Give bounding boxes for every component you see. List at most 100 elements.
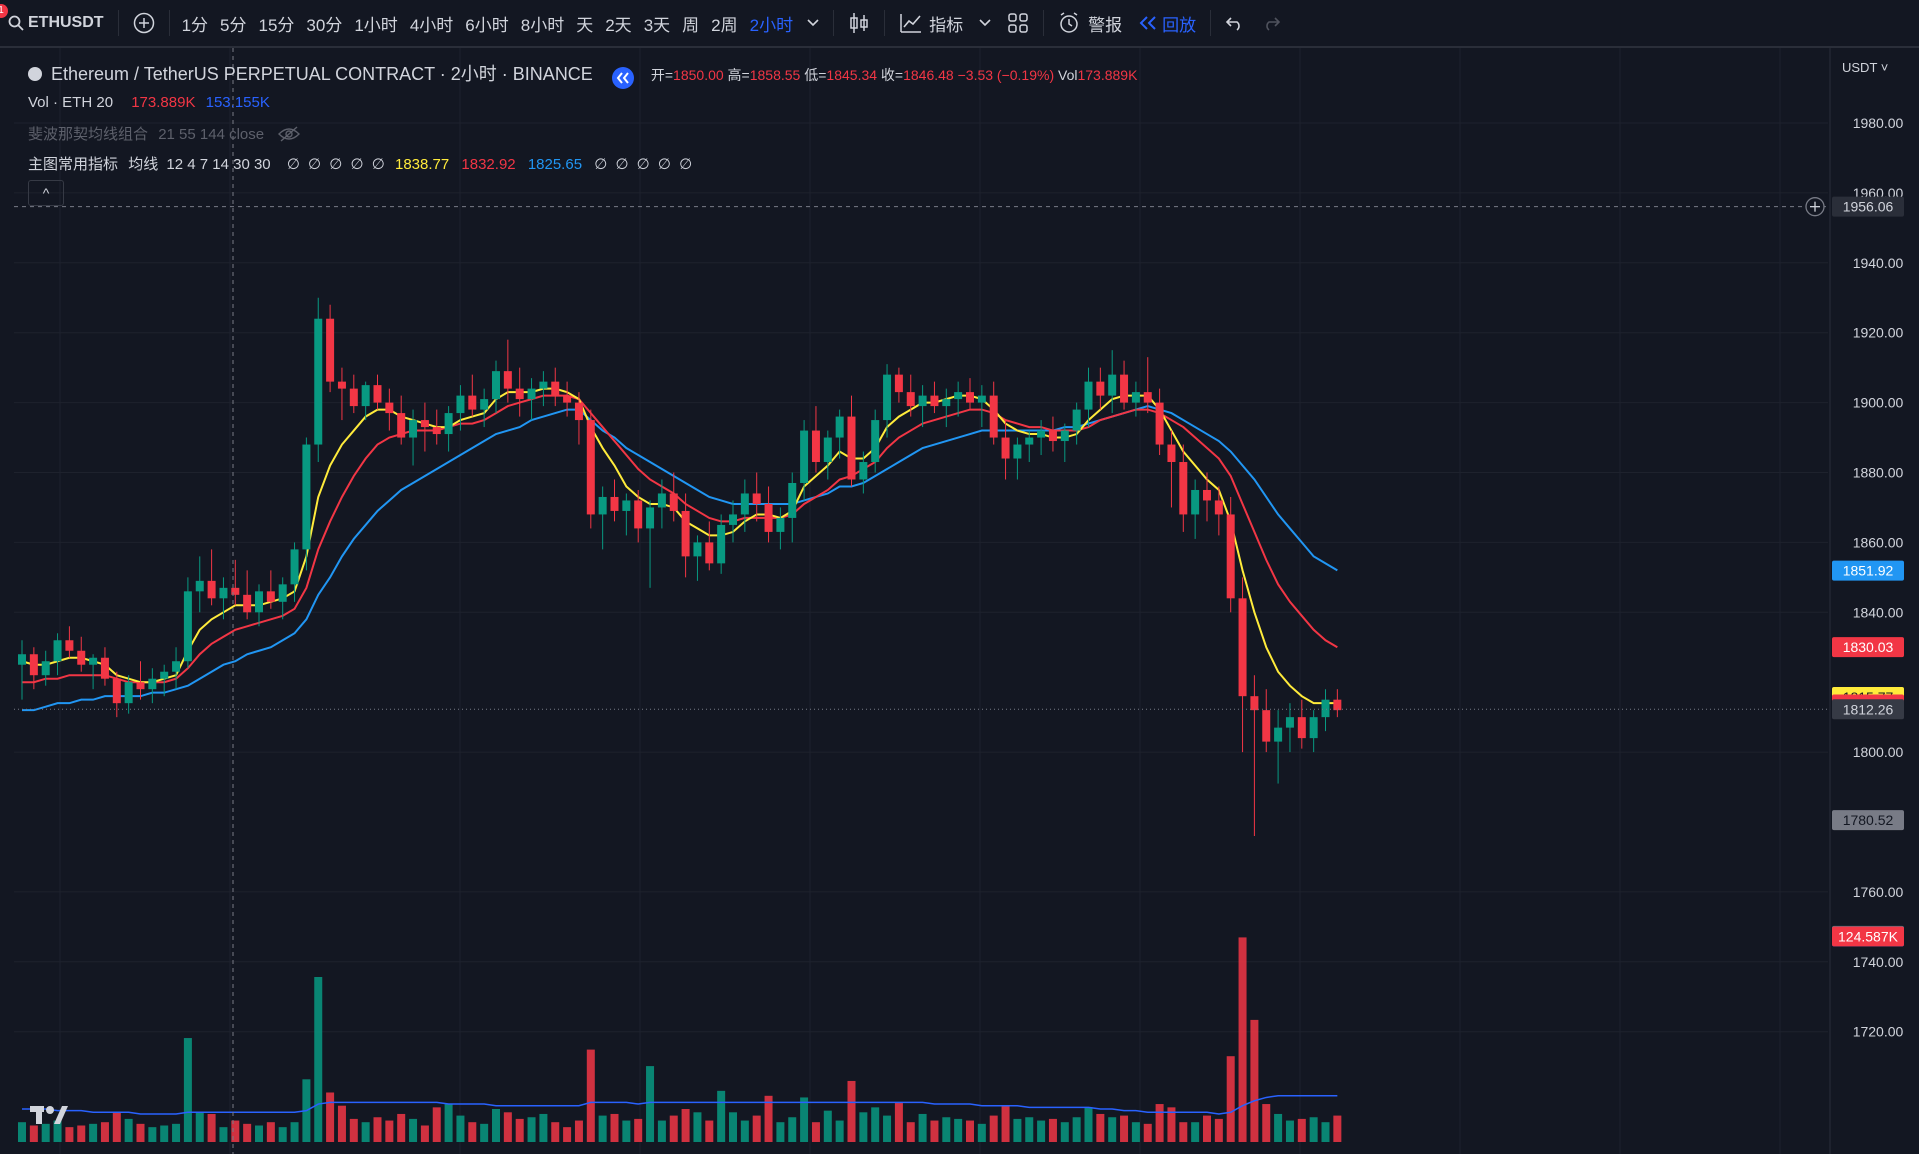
interval-1w[interactable]: 周 (682, 15, 700, 35)
volume-bar (859, 1112, 868, 1142)
candle (1131, 381, 1140, 417)
volume-bar (266, 1122, 275, 1142)
candle (266, 570, 275, 609)
candle-body (1321, 699, 1330, 718)
replay-button[interactable]: 回放 (1130, 0, 1204, 46)
volume-bar (574, 1120, 583, 1142)
candle-body (823, 437, 832, 463)
price-axis-background (1831, 48, 1919, 1154)
interval-30m[interactable]: 30分 (306, 15, 343, 35)
candle-body (610, 496, 619, 511)
interval-dropdown[interactable] (799, 0, 827, 46)
vol-value: 173.889K (1077, 67, 1138, 83)
candle (1167, 430, 1176, 508)
price-tick-label: 1940.00 (1853, 255, 1904, 271)
price-tick-label: 1860.00 (1853, 534, 1904, 550)
candle (41, 650, 50, 686)
currency-selector[interactable]: USDT ˅ (1842, 60, 1889, 75)
volume-bar (172, 1123, 181, 1142)
candle-body (1120, 374, 1129, 403)
candle-body (148, 678, 157, 690)
high-label: 高 (727, 67, 742, 83)
ma-mid-line (22, 394, 1338, 684)
candle (503, 339, 512, 403)
candle-body (883, 374, 892, 421)
ma-empty-values-a: ∅ ∅ ∅ ∅ ∅ (286, 156, 387, 173)
candle-body (1025, 437, 1034, 445)
symbol-search-button[interactable]: ETHUSDT (0, 0, 112, 46)
candle (243, 570, 252, 620)
layout-button[interactable] (999, 0, 1037, 46)
candle-body (788, 482, 797, 518)
notification-badge[interactable]: 1 (0, 4, 8, 18)
price-chart[interactable]: 1980.001960.001940.001920.001900.001880.… (0, 48, 1919, 1154)
volume-bar (41, 1123, 50, 1142)
interval-1h[interactable]: 1小时 (354, 15, 398, 35)
candle-body (598, 496, 607, 515)
indicators-dropdown[interactable] (971, 0, 999, 46)
interval-6h[interactable]: 6小时 (465, 15, 509, 35)
candle (823, 430, 832, 480)
volume-bar (100, 1122, 109, 1142)
alerts-button[interactable]: 警报 (1050, 0, 1130, 46)
volume-bar (1274, 1113, 1283, 1142)
fib-ma-legend-row[interactable]: 斐波那契均线组合 21 55 144 close (28, 123, 301, 146)
ma-value-mid: 1832.92 (461, 156, 516, 173)
candle-body (989, 395, 998, 438)
candle (255, 584, 263, 627)
candle (492, 360, 500, 414)
collapse-legend-button[interactable]: ^ (28, 180, 64, 206)
volume-bar (255, 1125, 263, 1142)
interval-15m[interactable]: 15分 (258, 15, 295, 35)
candle-body (255, 591, 263, 613)
price-tick-label: 1720.00 (1853, 1024, 1904, 1040)
candle (480, 388, 489, 428)
replay-indicator[interactable] (611, 67, 634, 89)
indicators-button[interactable]: 指标 (891, 0, 971, 46)
interval-4h[interactable]: 4小时 (409, 15, 454, 35)
volume-bar (740, 1120, 749, 1142)
crosshair-add-icon[interactable] (1805, 197, 1825, 217)
candle-body (219, 587, 228, 599)
redo-button[interactable] (1253, 0, 1289, 46)
interval-1d[interactable]: 天 (576, 15, 594, 35)
volume-legend-row[interactable]: Vol · ETH 20 173.889K 153.155K (28, 94, 270, 111)
volume-bar (800, 1097, 809, 1142)
interval-8h[interactable]: 8小时 (520, 15, 565, 35)
interval-2d[interactable]: 2天 (605, 15, 632, 35)
candle (1214, 486, 1223, 536)
hidden-eye-icon[interactable] (278, 126, 301, 146)
interval-1m[interactable]: 1分 (181, 15, 209, 35)
interval-2w[interactable]: 2周 (711, 15, 738, 35)
volume-bar (148, 1127, 157, 1142)
interval-2h-active[interactable]: 2小时 (749, 15, 794, 35)
crosshair (14, 48, 1828, 1154)
volume-bar (1262, 1104, 1271, 1142)
candle-body (326, 318, 335, 382)
top-toolbar: 1 ETHUSDT 1分 5分 15分 30分 1小时 4小时 6小时 8小时 … (0, 0, 1919, 48)
chart-type-button[interactable] (840, 0, 878, 46)
tradingview-logo-icon[interactable] (30, 1104, 70, 1132)
separator (117, 10, 119, 36)
volume-bar (1048, 1118, 1057, 1142)
volume-bar (705, 1120, 714, 1142)
candle-body (1131, 392, 1140, 403)
candle-body (124, 682, 133, 704)
volume-bar (1060, 1122, 1069, 1142)
interval-3d[interactable]: 3天 (643, 15, 671, 35)
undo-button[interactable] (1217, 0, 1253, 46)
ma-legend-row[interactable]: 主图常用指标 均线 12 4 7 14 30 30 ∅ ∅ ∅ ∅ ∅ 1838… (28, 153, 694, 174)
candle (586, 409, 595, 529)
interval-5m[interactable]: 5分 (220, 15, 247, 35)
candle-body (160, 671, 169, 679)
price-badge-bg (1832, 810, 1904, 831)
volume-indicator-value: 173.889K (131, 94, 196, 111)
volume-bar (1037, 1120, 1046, 1142)
volume-bar (1167, 1107, 1176, 1142)
candle (231, 559, 240, 606)
volume-bars (18, 937, 1342, 1142)
compare-add-button[interactable] (125, 0, 163, 46)
candle-body (373, 385, 382, 403)
grid-lines (0, 48, 1919, 1154)
volume-bar (124, 1118, 133, 1142)
